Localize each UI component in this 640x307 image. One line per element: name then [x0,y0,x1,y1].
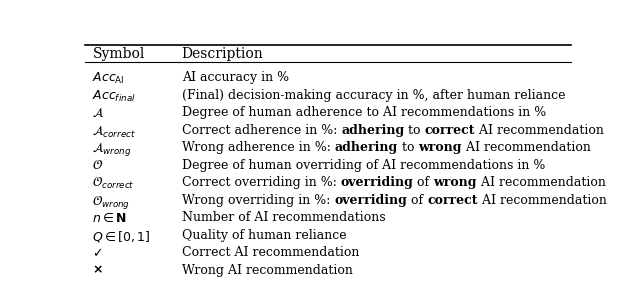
Text: $\mathcal{O}$: $\mathcal{O}$ [92,159,104,172]
Text: Degree of human adherence to AI recommendations in %: Degree of human adherence to AI recommen… [182,106,546,119]
Text: Number of AI recommendations: Number of AI recommendations [182,211,385,224]
Text: $\mathcal{A}$: $\mathcal{A}$ [92,106,104,119]
Text: $\mathit{Acc}_{\mathit{final}}$: $\mathit{Acc}_{\mathit{final}}$ [92,89,136,104]
Text: Wrong AI recommendation: Wrong AI recommendation [182,263,353,277]
Text: Wrong overriding in %:: Wrong overriding in %: [182,194,334,207]
Text: Description: Description [182,48,264,61]
Text: $\mathcal{O}_{\mathit{wrong}}$: $\mathcal{O}_{\mathit{wrong}}$ [92,194,131,211]
Text: Symbol: Symbol [92,48,145,61]
Text: AI accuracy in %: AI accuracy in % [182,71,289,84]
Text: Degree of human overriding of AI recommendations in %: Degree of human overriding of AI recomme… [182,159,545,172]
Text: to: to [398,141,419,154]
Text: overriding: overriding [340,176,413,189]
Text: to: to [404,124,425,137]
Text: correct: correct [427,194,477,207]
Text: wrong: wrong [419,141,462,154]
Text: $\mathcal{A}_{\mathit{correct}}$: $\mathcal{A}_{\mathit{correct}}$ [92,124,136,140]
Text: AI recommendation: AI recommendation [462,141,591,154]
Text: (Final) decision-making accuracy in %, after human reliance: (Final) decision-making accuracy in %, a… [182,89,565,102]
Text: adhering: adhering [335,141,398,154]
Text: $\checkmark$: $\checkmark$ [92,246,103,259]
Text: Correct adherence in %:: Correct adherence in %: [182,124,341,137]
Text: overriding: overriding [334,194,407,207]
Text: Correct overriding in %:: Correct overriding in %: [182,176,340,189]
Text: $\mathcal{O}_{\mathit{correct}}$: $\mathcal{O}_{\mathit{correct}}$ [92,176,135,191]
Text: AI recommendation: AI recommendation [477,194,607,207]
Text: of: of [413,176,433,189]
Text: adhering: adhering [341,124,404,137]
Text: correct: correct [425,124,476,137]
Text: $n \in \mathbf{N}$: $n \in \mathbf{N}$ [92,211,127,225]
Text: $\boldsymbol{\times}$: $\boldsymbol{\times}$ [92,263,103,277]
Text: wrong: wrong [433,176,477,189]
Text: $Q \in [0, 1]$: $Q \in [0, 1]$ [92,228,151,243]
Text: Quality of human reliance: Quality of human reliance [182,228,346,242]
Text: $\mathcal{A}_{\mathit{wrong}}$: $\mathcal{A}_{\mathit{wrong}}$ [92,141,132,159]
Text: Wrong adherence in %:: Wrong adherence in %: [182,141,335,154]
Text: of: of [407,194,427,207]
Text: AI recommendation: AI recommendation [477,176,606,189]
Text: AI recommendation: AI recommendation [476,124,604,137]
Text: $\mathit{Acc}_{\mathrm{AI}}$: $\mathit{Acc}_{\mathrm{AI}}$ [92,71,125,86]
Text: Correct AI recommendation: Correct AI recommendation [182,246,359,259]
